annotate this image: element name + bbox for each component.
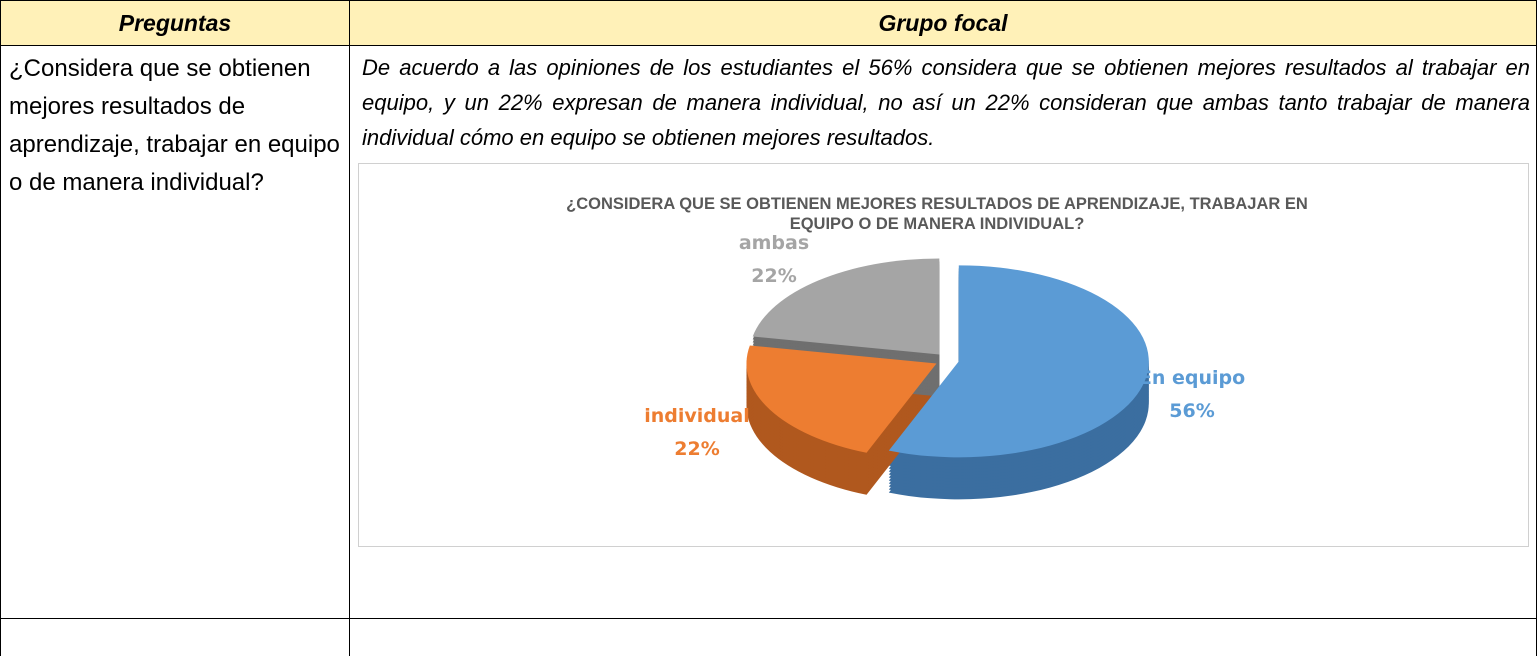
paragraph: De acuerdo a las opiniones de los estudi… [362,55,1530,150]
chart-title: ¿CONSIDERA QUE SE OBTIENEN MEJORES RESUL… [566,195,1308,233]
header-cell: Preguntas [0,0,350,46]
question: ¿Considera que se obtienen mejores resul… [0,45,350,619]
slice-label: ambas [739,232,809,254]
slice [888,265,1149,458]
slice-value-label: 56% [1169,400,1214,422]
pie-area: En equipo 56% individual 22% ambas 22% [644,232,1245,500]
header-cell: Grupo focal [349,0,1537,46]
empty-cell [0,618,350,656]
chart: ¿CONSIDERA QUE SE OBTIENEN MEJORES RESUL… [358,163,1529,547]
empty-cell [349,618,1537,656]
slice-value-label: 22% [674,438,719,460]
answer-cell: De acuerdo a las opiniones de los estudi… [349,45,1537,619]
slice-value-label: 22% [751,265,796,287]
slice [752,258,940,355]
slice-label: individual [644,405,750,427]
slice-label: En equipo [1139,367,1245,389]
slice [746,345,937,453]
